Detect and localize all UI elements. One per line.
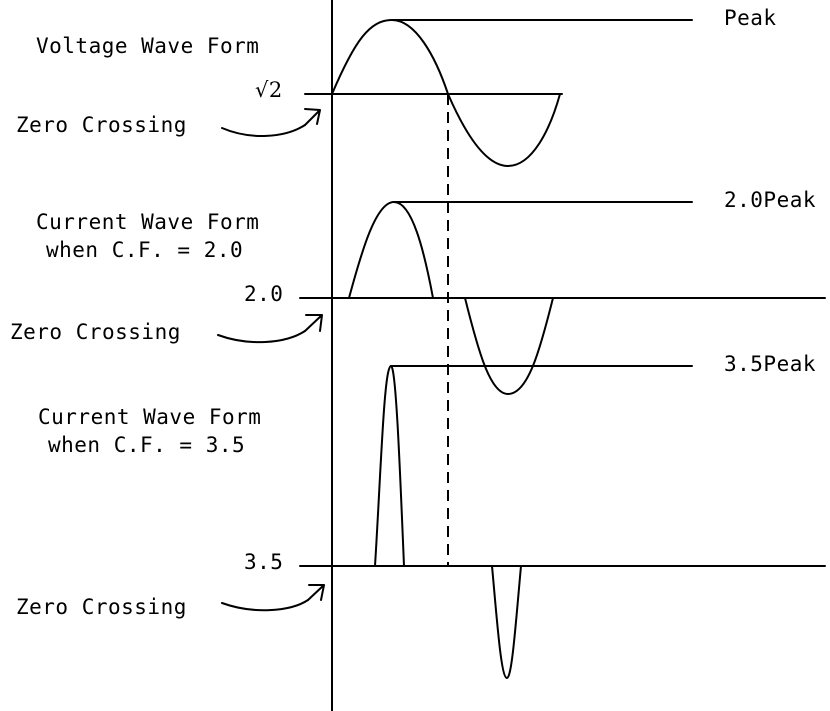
voltage-positive-half [332, 20, 448, 94]
cf2-positive-pulse [349, 202, 433, 298]
cf2-zero-crossing-label: Zero Crossing [10, 320, 181, 344]
cf35-zero-arrow-curve [222, 600, 308, 610]
cf2-level-label: 2.0 [244, 282, 283, 306]
cf35-level-label: 3.5 [244, 550, 283, 574]
cf2-peak-label: 2.0Peak [724, 188, 816, 212]
voltage-negative-half [448, 94, 560, 166]
cf2-zero-arrow-curve [218, 331, 305, 342]
cf2-zero-arrow-head [305, 315, 322, 331]
cf2-title-line1: Current Wave Form [36, 210, 259, 234]
cf35-positive-pulse [375, 366, 404, 566]
cf35-negative-pulse [492, 566, 521, 678]
voltage-zero-crossing-label: Zero Crossing [16, 113, 187, 137]
cf35-title-line1: Current Wave Form [38, 405, 261, 429]
cf35-title-line2: when C.F. = 3.5 [48, 433, 245, 457]
cf2-title-line2: when C.F. = 2.0 [46, 238, 243, 262]
voltage-title: Voltage Wave Form [36, 34, 259, 58]
voltage-zero-arrow-curve [222, 125, 305, 136]
voltage-zero-arrow-head [305, 109, 320, 125]
cf35-zero-arrow-head [308, 585, 324, 600]
cf2-negative-pulse [465, 298, 553, 394]
cf35-zero-crossing-label: Zero Crossing [16, 595, 187, 619]
voltage-peak-label: Peak [724, 6, 777, 30]
cf35-peak-label: 3.5Peak [724, 352, 816, 376]
voltage-level-label: √2 [255, 78, 283, 102]
